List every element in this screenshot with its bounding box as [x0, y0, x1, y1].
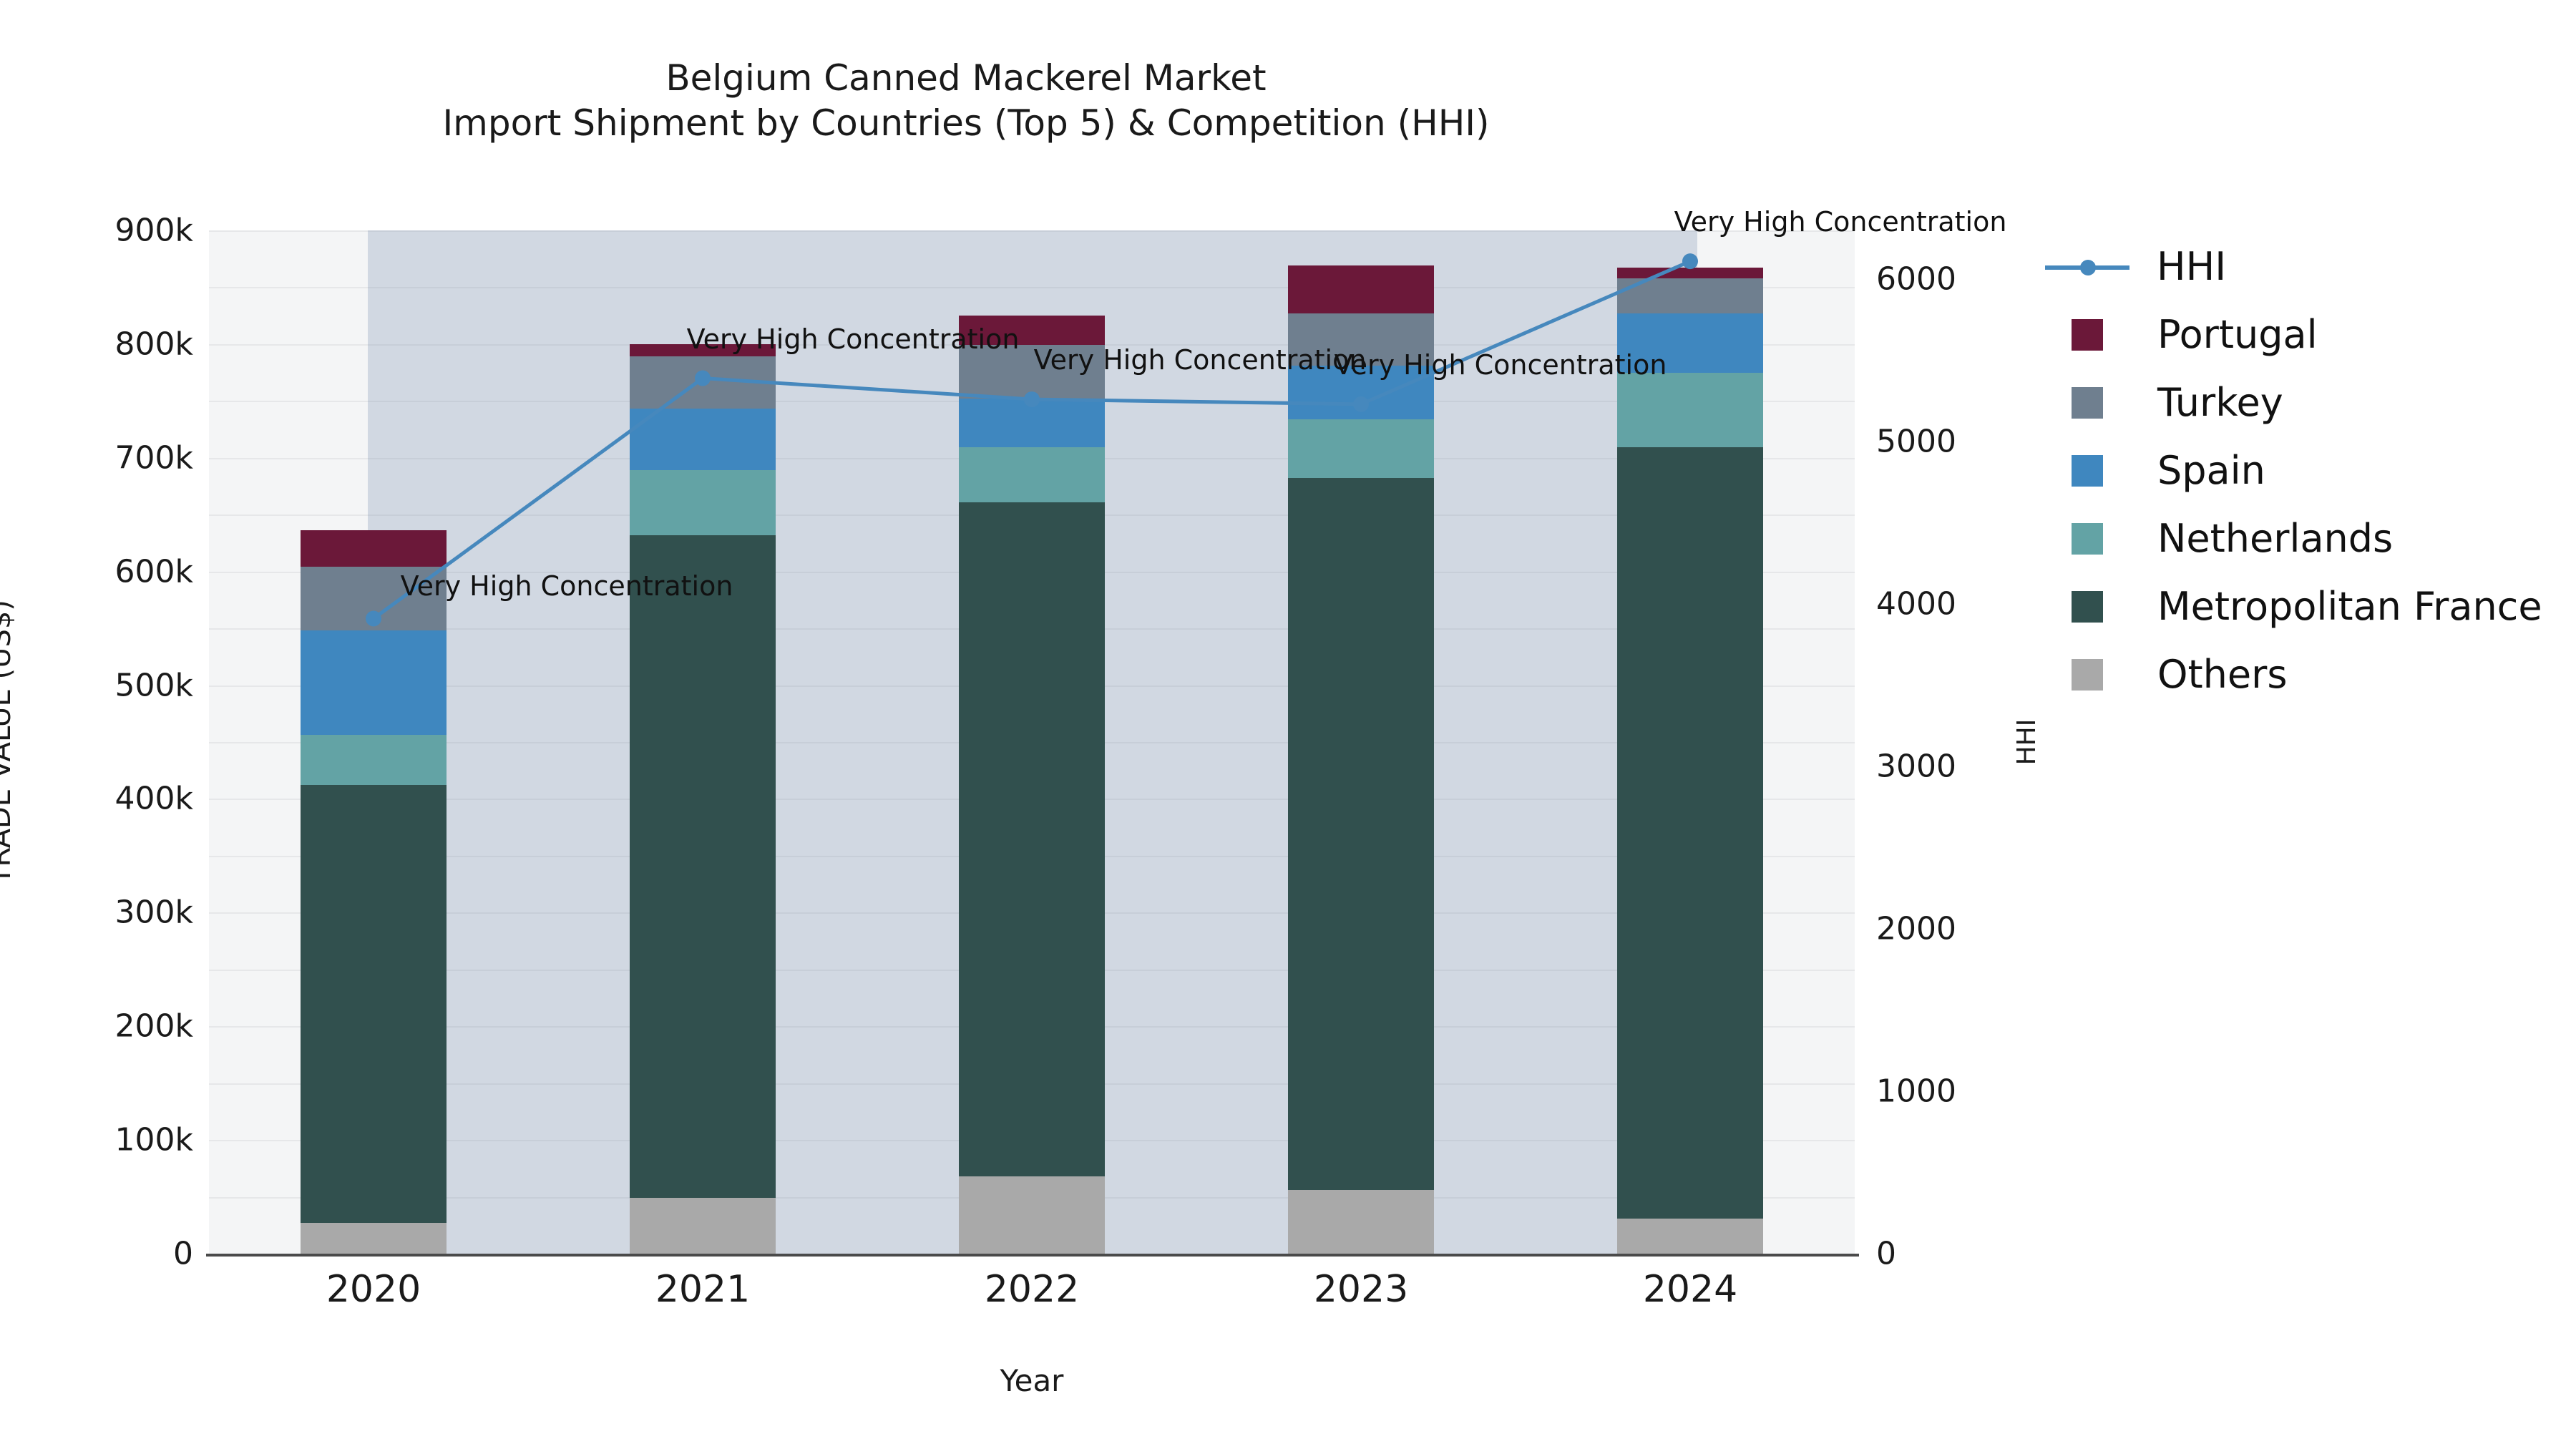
legend-item[interactable]: Spain [2045, 436, 2542, 504]
x-tick: 2023 [1313, 1268, 1409, 1311]
y-tick-right: 1000 [1876, 1073, 1956, 1110]
chart-title: Belgium Canned Mackerel Market Import Sh… [0, 56, 1932, 145]
y-tick-left: 400k [114, 780, 193, 817]
bar-segment[interactable] [1617, 372, 1763, 448]
y-tick-right: 2000 [1876, 910, 1956, 947]
y-axis-left-title: TRADE VALUE (US$) [0, 600, 17, 884]
y-tick-right: 4000 [1876, 585, 1956, 623]
chart-title-line1: Belgium Canned Mackerel Market [665, 57, 1267, 99]
bar-segment[interactable] [1617, 1218, 1763, 1254]
bar-segment[interactable] [1617, 447, 1763, 1219]
legend-label: Metropolitan France [2157, 584, 2542, 629]
legend-item[interactable]: Turkey [2045, 369, 2542, 436]
x-tick: 2020 [326, 1268, 421, 1311]
gridline [209, 230, 1855, 232]
concentration-annotation: Very High Concentration [686, 323, 1020, 355]
bar-segment[interactable] [630, 409, 776, 471]
bar-segment[interactable] [1288, 1190, 1434, 1254]
bar-segment[interactable] [959, 399, 1105, 448]
legend-label: Portugal [2157, 312, 2318, 357]
bar-segment[interactable] [959, 447, 1105, 502]
bar-segment[interactable] [630, 1198, 776, 1254]
y-tick-right: 6000 [1876, 260, 1956, 298]
y-tick-left: 800k [114, 326, 193, 363]
bar-segment[interactable] [630, 356, 776, 409]
bar-segment[interactable] [301, 785, 447, 1224]
x-tick: 2021 [655, 1268, 751, 1311]
bar-segment[interactable] [1288, 478, 1434, 1191]
y-tick-right: 5000 [1876, 423, 1956, 460]
legend-label: Spain [2157, 448, 2265, 493]
y-tick-left: 100k [114, 1121, 193, 1158]
y-tick-right: 3000 [1876, 748, 1956, 785]
legend-label: HHI [2157, 244, 2227, 289]
legend-swatch [2072, 386, 2103, 419]
concentration-annotation: Very High Concentration [1674, 206, 2007, 238]
legend-line-marker [2045, 251, 2129, 283]
concentration-annotation: Very High Concentration [1334, 348, 1667, 381]
x-axis-title: Year [1000, 1363, 1064, 1398]
y-tick-left: 600k [114, 553, 193, 590]
bar-segment[interactable] [301, 1223, 447, 1254]
y-tick-left: 300k [114, 894, 193, 931]
y-tick-left: 500k [114, 667, 193, 704]
legend-swatch [2072, 522, 2103, 555]
legend-label: Turkey [2157, 380, 2283, 425]
bar-segment[interactable] [1617, 268, 1763, 278]
chart-title-line2: Import Shipment by Countries (Top 5) & C… [442, 102, 1490, 144]
bar-segment[interactable] [1617, 278, 1763, 313]
legend-swatch [2072, 454, 2103, 487]
bar-segment[interactable] [1288, 419, 1434, 479]
legend-item[interactable]: Portugal [2045, 301, 2542, 369]
bar-segment[interactable] [959, 502, 1105, 1176]
concentration-annotation: Very High Concentration [1033, 344, 1367, 376]
legend-item[interactable]: HHI [2045, 233, 2542, 301]
bar-segment[interactable] [630, 535, 776, 1199]
bar-segment[interactable] [959, 1176, 1105, 1254]
bar-segment[interactable] [301, 735, 447, 786]
y-axis-right-title: HHI [2012, 718, 2041, 766]
bar-segment[interactable] [630, 470, 776, 535]
legend-swatch [2072, 318, 2103, 351]
legend-label: Netherlands [2157, 516, 2394, 561]
legend-item[interactable]: Others [2045, 640, 2542, 708]
x-tick: 2022 [984, 1268, 1080, 1311]
y-tick-left: 900k [114, 212, 193, 249]
legend-swatch [2072, 658, 2103, 691]
legend-swatch [2072, 590, 2103, 623]
y-tick-left: 700k [114, 439, 193, 477]
x-tick: 2024 [1642, 1268, 1738, 1311]
x-axis-line [206, 1254, 1859, 1257]
legend-label: Others [2157, 652, 2288, 697]
legend-item[interactable]: Metropolitan France [2045, 572, 2542, 640]
bar-segment[interactable] [1288, 265, 1434, 313]
y-tick-left: 0 [173, 1235, 193, 1272]
y-tick-left: 200k [114, 1008, 193, 1045]
bar-segment[interactable] [301, 530, 447, 567]
bar-segment[interactable] [301, 630, 447, 736]
legend-item[interactable]: Netherlands [2045, 504, 2542, 572]
concentration-annotation: Very High Concentration [400, 570, 733, 602]
legend: HHI Portugal Turkey Spain Netherlands Metropo… [2045, 233, 2542, 708]
y-tick-right: 0 [1876, 1235, 1896, 1272]
